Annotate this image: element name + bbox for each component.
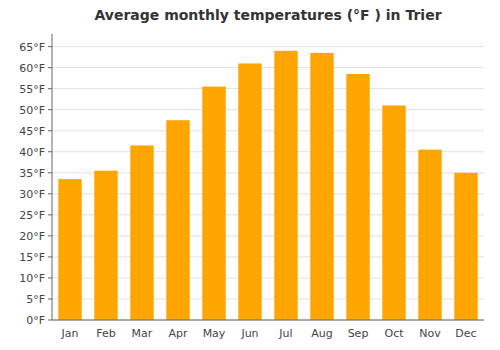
bar	[310, 53, 333, 320]
y-tick-label: 50°F	[19, 104, 45, 117]
bar	[166, 120, 189, 320]
grid-line	[52, 88, 484, 89]
y-tick-label: 10°F	[19, 272, 45, 285]
bar	[202, 87, 225, 320]
bar	[418, 150, 441, 320]
y-tick-label: 25°F	[19, 209, 45, 222]
y-tick	[48, 46, 52, 47]
x-tick-label: Jun	[240, 327, 258, 340]
y-tick	[48, 172, 52, 173]
y-tick	[48, 256, 52, 257]
bar	[94, 171, 117, 320]
y-tick-label: 30°F	[19, 188, 45, 201]
y-tick	[48, 235, 52, 236]
x-tick-label: Feb	[96, 327, 115, 340]
x-axis: Jan Feb Mar Apr May Jun Jul Aug Sep Oct Nov Dec	[52, 320, 484, 340]
bars	[58, 51, 477, 320]
y-tick	[48, 193, 52, 194]
title: Average monthly temperatures (°F ) in Tr…	[94, 7, 441, 23]
y-axis: 0°F 5°F 10°F 15°F 20°F 25°F 30°F 35°F 40°F 45°F 50…	[19, 34, 52, 327]
bar	[238, 63, 261, 320]
y-tick-label: 60°F	[19, 62, 45, 75]
x-tick-label: Dec	[455, 327, 476, 340]
x-tick-label: Jan	[61, 327, 79, 340]
y-tick	[48, 298, 52, 299]
y-tick-label: 20°F	[19, 230, 45, 243]
y-axis-line	[52, 34, 53, 320]
y-tick-label: 55°F	[19, 83, 45, 96]
y-tick-label: 65°F	[19, 41, 45, 54]
bar	[130, 145, 153, 320]
y-tick	[48, 214, 52, 215]
y-tick-label: 15°F	[19, 251, 45, 264]
x-axis-line	[52, 320, 484, 321]
x-tick-label: May	[203, 327, 226, 340]
y-tick	[48, 320, 52, 321]
y-tick-label: 45°F	[19, 125, 45, 138]
x-tick-label: Jul	[278, 327, 292, 340]
bar	[382, 106, 405, 321]
y-tick	[48, 151, 52, 152]
y-tick-label: 35°F	[19, 167, 45, 180]
y-tick	[48, 277, 52, 278]
chart-container: Average monthly temperatures (°F ) in Tr…	[0, 0, 500, 350]
bar	[346, 74, 369, 320]
grid-line	[52, 46, 484, 47]
y-tick	[48, 109, 52, 110]
y-tick-label: 0°F	[26, 314, 45, 327]
grid	[52, 47, 484, 320]
grid-line	[52, 67, 484, 68]
y-tick	[48, 67, 52, 68]
x-tick-label: Aug	[311, 327, 332, 340]
x-tick-label: Mar	[132, 327, 153, 340]
bar	[454, 173, 477, 320]
x-tick-label: Apr	[168, 327, 188, 340]
y-tick-label: 5°F	[26, 293, 45, 306]
grid-line	[52, 130, 484, 131]
grid-line	[52, 109, 484, 110]
bar	[58, 179, 81, 320]
x-tick-label: Sep	[348, 327, 369, 340]
x-tick-label: Oct	[384, 327, 404, 340]
bar	[274, 51, 297, 320]
y-tick	[48, 88, 52, 89]
chart: Average monthly temperatures (°F ) in Tr…	[0, 0, 500, 350]
y-tick-label: 40°F	[19, 146, 45, 159]
grid-line	[52, 320, 484, 321]
x-tick-label: Nov	[419, 327, 441, 340]
y-tick	[48, 130, 52, 131]
